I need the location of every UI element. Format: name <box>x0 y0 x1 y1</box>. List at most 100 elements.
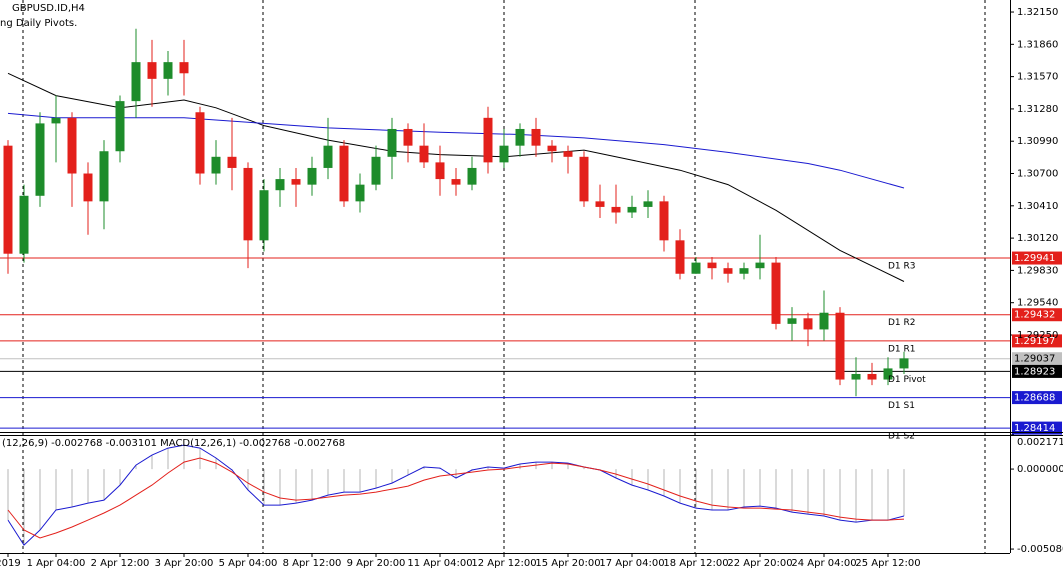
y-tick-label: 1.31860 <box>1017 39 1058 50</box>
candle-body <box>803 318 813 330</box>
y-tick-label: 1.30700 <box>1017 169 1058 180</box>
candle-body <box>99 151 109 202</box>
candle-body <box>579 156 589 202</box>
candle-body <box>691 262 701 274</box>
candle-body <box>643 201 653 207</box>
pivot-box <box>1012 308 1062 322</box>
y-tick-label: 0.000000 <box>1017 464 1063 475</box>
candle-body <box>723 268 733 274</box>
y-tick-label: 1.30990 <box>1017 136 1058 147</box>
pivot-name: D1 S2 <box>888 432 915 442</box>
candle-body <box>227 156 237 168</box>
pivot-label: 1.28688 <box>1014 393 1055 404</box>
y-tick-label: 1.29540 <box>1017 298 1058 309</box>
pivot-box <box>1012 364 1062 378</box>
y-tick-label: 1.30120 <box>1017 233 1058 244</box>
candle-body <box>35 123 45 196</box>
candle-body <box>771 262 781 324</box>
x-tick-label: 17 Apr 04:00 <box>599 558 664 569</box>
x-tick-label: 15 Apr 20:00 <box>535 558 600 569</box>
pivot-box <box>1012 334 1062 348</box>
symbol: GBPUSD.ID,H4 <box>12 3 85 14</box>
marks <box>0 11 1062 557</box>
x-tick-label: 12 Apr 12:00 <box>471 558 536 569</box>
frame <box>0 0 1063 554</box>
x-tick-label: 25 Apr 12:00 <box>855 558 920 569</box>
candle-body <box>627 206 637 213</box>
candle-body <box>883 368 893 380</box>
candle-body <box>707 262 717 269</box>
candle-body <box>419 145 429 163</box>
candle-body <box>675 240 685 274</box>
pivot-name: D1 Pivot <box>888 375 926 385</box>
candle-body <box>67 117 77 174</box>
candle-body <box>179 62 189 74</box>
y-tick-label: 1.29250 <box>1017 330 1058 341</box>
candle-body <box>515 128 525 146</box>
candle-body <box>243 167 253 241</box>
macd-line <box>7 457 905 539</box>
candle-body <box>83 173 93 202</box>
candle-body <box>307 167 317 185</box>
candle-body <box>387 128 397 157</box>
candle-body <box>371 156 381 185</box>
pivot-label: 1.29432 <box>1014 310 1055 321</box>
candle-body <box>899 358 909 369</box>
x-tick-label: 11 Apr 04:00 <box>407 558 472 569</box>
x-tick-label: 3 Apr 20:00 <box>155 558 214 569</box>
y-tick-label: 0.002171 <box>1017 437 1063 448</box>
candle-body <box>739 268 749 274</box>
candle-body <box>755 262 765 269</box>
macd-line <box>7 444 905 546</box>
candle-body <box>275 179 285 191</box>
candle-body <box>115 101 125 152</box>
pivot-name: D1 R1 <box>888 344 916 354</box>
x-tick-label: 9 Apr 20:00 <box>347 558 406 569</box>
pivot-name: D1 R3 <box>888 262 916 272</box>
candle-body <box>339 145 349 202</box>
bid-label: 1.29037 <box>1014 354 1055 365</box>
candle-body <box>211 156 221 174</box>
pivot-box <box>1012 421 1062 435</box>
x-tick-label: 2019 <box>0 558 21 569</box>
y-tick-label: 1.29830 <box>1017 265 1058 276</box>
pivot-label: 1.28414 <box>1014 423 1055 434</box>
y-tick-label: 1.30410 <box>1017 201 1058 212</box>
x-tick-label: 5 Apr 04:00 <box>219 558 278 569</box>
candle-body <box>451 179 461 185</box>
candle-body <box>867 373 877 380</box>
candle-body <box>659 201 669 241</box>
candle-body <box>547 145 557 152</box>
candle-body <box>323 145 333 168</box>
x-tick-label: 24 Apr 04:00 <box>791 558 856 569</box>
candle-body <box>3 145 13 254</box>
y-tick-label: 1.31570 <box>1017 72 1058 83</box>
labels: GBPUSD.ID,H4 ng Daily Pivots. (12,26,9) … <box>0 3 1063 569</box>
x-tick-label: 8 Apr 12:00 <box>283 558 342 569</box>
candle-body <box>355 184 365 202</box>
candle-body <box>499 145 509 163</box>
x-tick-label: 2 Apr 12:00 <box>91 558 150 569</box>
candle-body <box>595 201 605 207</box>
candle-body <box>147 62 157 79</box>
candle-body <box>51 117 61 124</box>
candle-body <box>787 318 797 324</box>
separators <box>22 0 986 553</box>
macd-title: (12,26,9) -0.002768 -0.003101 MACD(12,26… <box>2 438 345 449</box>
candle-body <box>819 312 829 330</box>
candle-body <box>259 190 269 241</box>
y-tick-label: -0.005080 <box>1017 544 1063 555</box>
candle-body <box>467 167 477 185</box>
y-tick-label: 1.32150 <box>1017 7 1058 18</box>
candle-body <box>19 195 29 254</box>
candle-body <box>403 128 413 146</box>
candle-body <box>291 179 301 185</box>
candle-body <box>611 206 621 213</box>
candle-body <box>131 62 141 102</box>
candle-body <box>483 117 493 163</box>
pivot-name: D1 S1 <box>888 401 915 411</box>
candle-body <box>195 112 205 174</box>
candle-body <box>835 312 845 380</box>
